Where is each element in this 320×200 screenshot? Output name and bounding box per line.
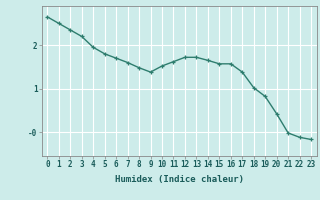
X-axis label: Humidex (Indice chaleur): Humidex (Indice chaleur) bbox=[115, 175, 244, 184]
